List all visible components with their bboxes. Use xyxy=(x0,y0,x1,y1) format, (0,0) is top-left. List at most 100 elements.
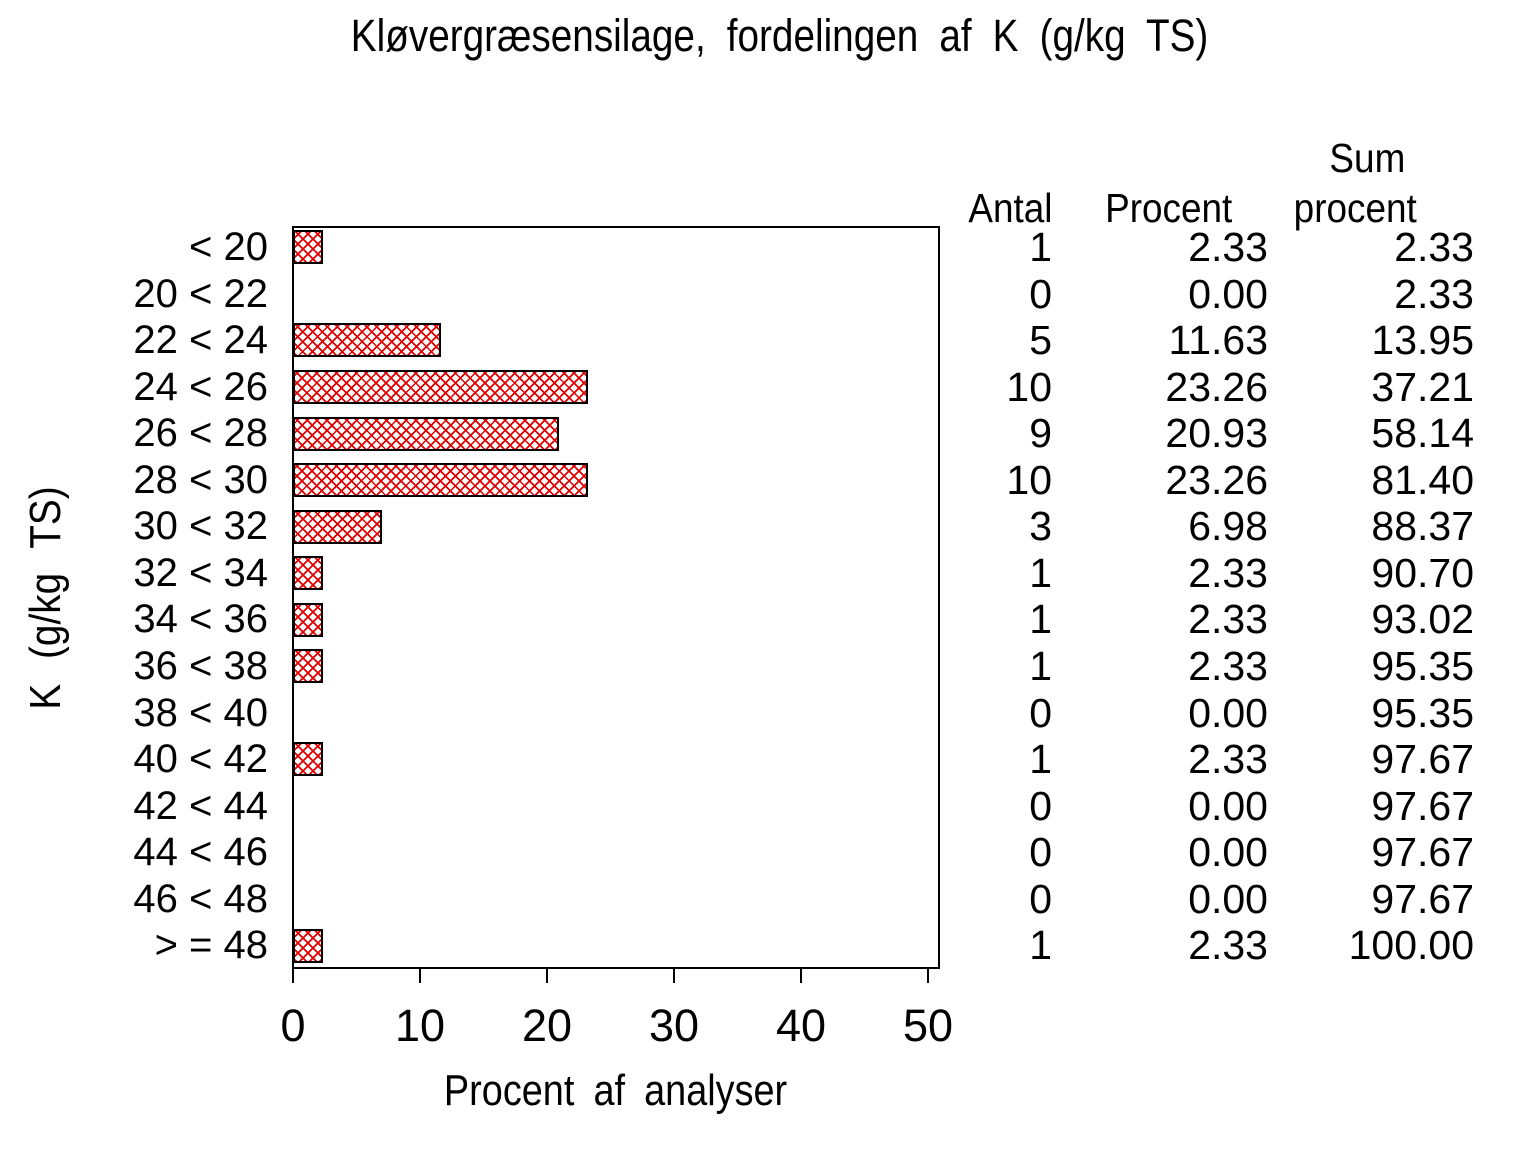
procent-value: 0.00 xyxy=(1188,689,1268,736)
sum-procent-value: 2.33 xyxy=(1394,270,1474,317)
table-row: 9 20.93 58.14 xyxy=(0,410,1536,457)
bar xyxy=(293,509,382,544)
sum-procent-value: 2.33 xyxy=(1394,224,1474,270)
sum-procent-value: 58.14 xyxy=(1371,410,1474,457)
procent-value: 2.33 xyxy=(1188,596,1268,643)
antal-value: 1 xyxy=(1029,736,1052,783)
sum-procent-value: 90.70 xyxy=(1371,549,1474,596)
x-axis-tick-label: 20 xyxy=(521,1000,573,1051)
procent-value: 23.26 xyxy=(1165,456,1268,503)
procent-value: 0.00 xyxy=(1188,829,1268,876)
antal-value: 10 xyxy=(1006,363,1052,410)
x-axis-title-text: Procent af analyser xyxy=(444,1066,788,1115)
procent-value: 2.33 xyxy=(1188,922,1268,969)
bar xyxy=(293,928,323,963)
sum-procent-value: 95.35 xyxy=(1371,643,1474,690)
y-category-label: > = 48 xyxy=(154,923,268,968)
procent-value: 11.63 xyxy=(1168,317,1268,364)
table-row: 1 2.33 93.02 xyxy=(0,596,1536,643)
procent-value: 2.33 xyxy=(1188,224,1268,270)
procent-value: 20.93 xyxy=(1165,410,1268,457)
chart-title: Kløvergræsensilage, fordelingen af K (g/… xyxy=(30,10,1530,62)
antal-value: 0 xyxy=(1029,689,1052,736)
y-axis-category-labels: < 20 20 < 22 22 < 24 24 < 26 26 < 28 28 < 30 3… xyxy=(0,224,268,970)
sum-procent-value: 97.67 xyxy=(1371,875,1474,922)
y-category-label: 46 < 48 xyxy=(133,876,268,921)
procent-value: 6.98 xyxy=(1188,503,1268,550)
column-header-sum-line2: procent xyxy=(1293,185,1417,231)
y-category-label: 42 < 44 xyxy=(133,783,268,828)
table-row: 0 0.00 95.35 xyxy=(0,690,1536,737)
sum-procent-value: 97.67 xyxy=(1371,782,1474,829)
y-category-label: 34 < 36 xyxy=(133,597,268,642)
sum-procent-value: 88.37 xyxy=(1371,503,1474,550)
y-category-label: 32 < 34 xyxy=(133,550,268,595)
frequency-table-rows: 1 2.33 2.33 0 0.00 2.33 5 11.63 13.95 10 23.26 37.2… xyxy=(0,224,1536,970)
sum-procent-value: 37.21 xyxy=(1371,363,1474,410)
antal-value: 0 xyxy=(1029,782,1052,829)
x-axis-tick-label: 0 xyxy=(280,1000,306,1051)
y-category-label: 20 < 22 xyxy=(133,271,268,316)
x-axis-tick xyxy=(800,969,802,983)
antal-value: 1 xyxy=(1029,922,1052,969)
y-category-label: 28 < 30 xyxy=(133,457,268,502)
table-row: 1 2.33 90.70 xyxy=(0,550,1536,597)
procent-value: 2.33 xyxy=(1188,736,1268,783)
y-category-label: 22 < 24 xyxy=(133,318,268,363)
antal-value: 0 xyxy=(1029,875,1052,922)
table-row: 3 6.98 88.37 xyxy=(0,503,1536,550)
bar xyxy=(293,742,323,777)
sum-procent-value: 93.02 xyxy=(1371,596,1474,643)
procent-value: 0.00 xyxy=(1188,270,1268,317)
bar xyxy=(293,369,588,404)
x-axis-tick xyxy=(927,969,929,983)
antal-value: 1 xyxy=(1029,549,1052,596)
x-axis-tick-label: 30 xyxy=(648,1000,700,1051)
sum-procent-value: 13.95 xyxy=(1371,317,1474,364)
x-axis-ticks xyxy=(292,969,943,985)
y-category-label: 30 < 32 xyxy=(133,504,268,549)
x-axis-tick-label: 10 xyxy=(394,1000,446,1051)
bar xyxy=(293,416,559,451)
sum-procent-value: 97.67 xyxy=(1371,829,1474,876)
antal-value: 1 xyxy=(1029,596,1052,643)
x-axis-title: Procent af analyser xyxy=(292,1066,940,1116)
bar xyxy=(293,602,323,637)
procent-value: 0.00 xyxy=(1188,782,1268,829)
bar xyxy=(293,556,323,591)
table-row: 0 0.00 2.33 xyxy=(0,271,1536,318)
table-row: 1 2.33 95.35 xyxy=(0,643,1536,690)
bar xyxy=(293,649,323,684)
y-category-label: < 20 xyxy=(189,225,268,269)
antal-value: 1 xyxy=(1029,224,1052,270)
column-header-procent: Procent xyxy=(1104,185,1232,231)
y-category-label: 44 < 46 xyxy=(133,830,268,875)
bars-layer xyxy=(293,224,943,970)
x-axis-tick xyxy=(419,969,421,983)
column-header-sum-line1: Sum xyxy=(1329,135,1405,181)
table-row: 10 23.26 81.40 xyxy=(0,457,1536,504)
sum-procent-value: 95.35 xyxy=(1371,689,1474,736)
table-row: 0 0.00 97.67 xyxy=(0,783,1536,830)
procent-value: 2.33 xyxy=(1188,643,1268,690)
antal-value: 0 xyxy=(1029,270,1052,317)
procent-value: 2.33 xyxy=(1188,549,1268,596)
antal-value: 3 xyxy=(1029,503,1052,550)
procent-value: 23.26 xyxy=(1165,363,1268,410)
antal-value: 9 xyxy=(1029,410,1052,457)
chart-title-text: Kløvergræsensilage, fordelingen af K (g/… xyxy=(351,10,1209,61)
bar xyxy=(293,463,588,498)
column-header-antal: Antal xyxy=(967,185,1052,231)
x-axis-tick xyxy=(673,969,675,983)
sum-procent-value: 97.67 xyxy=(1371,736,1474,783)
table-row: 0 0.00 97.67 xyxy=(0,829,1536,876)
procent-value: 0.00 xyxy=(1188,875,1268,922)
y-category-label: 38 < 40 xyxy=(133,690,268,735)
sum-procent-value: 81.40 xyxy=(1371,456,1474,503)
antal-value: 5 xyxy=(1029,317,1052,364)
table-row: 1 2.33 100.00 xyxy=(0,922,1536,969)
antal-value: 0 xyxy=(1029,829,1052,876)
table-row: 1 2.33 97.67 xyxy=(0,736,1536,783)
x-axis-tick xyxy=(292,969,294,983)
